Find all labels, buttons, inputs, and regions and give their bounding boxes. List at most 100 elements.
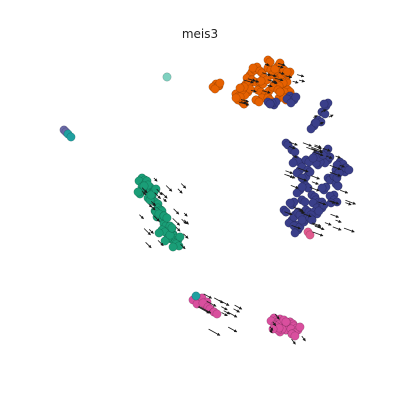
velocity-arrow <box>345 199 356 205</box>
velocity-arrow <box>309 186 320 192</box>
data-point <box>154 228 164 238</box>
velocity-arrow <box>143 228 151 236</box>
data-point <box>314 206 324 216</box>
velocity-arrow <box>297 177 308 182</box>
velocity-arrow <box>262 90 271 94</box>
velocity-arrow <box>264 63 270 67</box>
data-point <box>254 97 264 107</box>
velocity-arrow <box>274 313 280 320</box>
velocity-arrow <box>153 177 158 182</box>
velocity-arrow <box>277 65 284 69</box>
data-point <box>215 78 225 88</box>
velocity-arrow <box>312 231 324 237</box>
velocity-arrow <box>267 79 278 84</box>
data-point <box>256 76 266 86</box>
velocity-arrow <box>311 175 320 180</box>
data-point <box>317 183 327 193</box>
velocity-arrow <box>234 304 243 310</box>
velocity-arrow <box>177 188 183 194</box>
velocity-arrow <box>285 75 293 79</box>
velocity-arrow <box>240 101 248 105</box>
velocity-arrow <box>320 109 327 113</box>
velocity-arrow <box>345 202 352 206</box>
velocity-arrow <box>183 219 189 225</box>
velocity-arrow <box>197 306 210 314</box>
data-point <box>344 165 354 175</box>
velocity-arrow <box>324 222 332 226</box>
chart-title: meis3 <box>181 27 219 41</box>
data-point <box>307 215 317 225</box>
data-point <box>66 132 76 142</box>
velocity-arrow <box>141 190 147 196</box>
velocity-arrow <box>165 185 173 192</box>
velocity-arrow <box>311 181 319 185</box>
velocity-arrow <box>208 328 221 336</box>
velocity-arrow <box>203 293 213 299</box>
data-point <box>311 118 321 128</box>
velocity-arrow <box>227 311 238 318</box>
data-point <box>285 198 295 208</box>
data-point <box>295 322 305 332</box>
data-point <box>167 223 177 233</box>
data-point <box>175 232 185 242</box>
data-point <box>292 188 302 198</box>
velocity-arrow <box>328 200 336 204</box>
velocity-arrow <box>221 312 228 317</box>
velocity-arrow <box>180 244 186 250</box>
data-point <box>291 92 301 102</box>
velocity-arrow <box>340 189 349 194</box>
data-point <box>308 153 318 163</box>
data-point <box>290 147 300 157</box>
velocity-arrow <box>288 141 298 146</box>
velocity-arrow <box>290 185 299 189</box>
data-point <box>334 168 344 178</box>
velocity-arrow <box>298 167 309 173</box>
data-point <box>300 197 310 207</box>
data-point <box>191 291 201 301</box>
velocity-arrow <box>221 306 228 311</box>
data-point <box>288 158 298 168</box>
velocity-arrow <box>270 74 277 78</box>
velocity-arrow <box>183 233 189 239</box>
velocity-arrow <box>329 171 342 177</box>
velocity-arrow <box>339 164 345 168</box>
data-point <box>275 87 285 97</box>
velocity-arrow <box>311 223 322 228</box>
velocity-arrow <box>335 155 341 159</box>
velocity-arrow <box>161 192 168 199</box>
data-point <box>297 182 307 192</box>
velocity-arrow <box>296 74 305 78</box>
velocity-arrow <box>287 174 296 179</box>
velocity-arrow <box>145 242 152 249</box>
velocity-arrow <box>277 63 286 67</box>
velocity-arrow <box>214 297 224 304</box>
velocity-arrow <box>292 154 298 158</box>
velocity-arrow <box>291 338 296 345</box>
velocity-arrow <box>278 71 285 75</box>
data-point <box>286 98 296 108</box>
data-point <box>268 324 278 334</box>
velocity-arrow <box>302 142 312 147</box>
velocity-arrow <box>328 114 334 118</box>
velocity-arrow <box>335 219 342 223</box>
velocity-arrow <box>311 146 323 152</box>
velocity-arrow <box>148 229 154 234</box>
velocity-arrow <box>322 147 331 152</box>
data-point <box>305 167 315 177</box>
velocity-arrow <box>206 300 217 307</box>
velocity-arrow <box>272 321 277 327</box>
velocity-arrow <box>298 210 305 214</box>
data-point <box>235 83 245 93</box>
data-point <box>333 181 343 191</box>
velocity-arrow <box>240 99 250 103</box>
data-point <box>162 72 172 82</box>
velocity-arrow <box>293 206 304 212</box>
velocity-arrow <box>163 198 167 203</box>
velocity-arrow <box>172 218 180 226</box>
velocity-arrow <box>285 170 294 174</box>
velocity-arrow <box>247 78 256 82</box>
data-point <box>231 93 241 103</box>
data-point <box>320 109 330 119</box>
velocity-arrow <box>243 79 254 84</box>
